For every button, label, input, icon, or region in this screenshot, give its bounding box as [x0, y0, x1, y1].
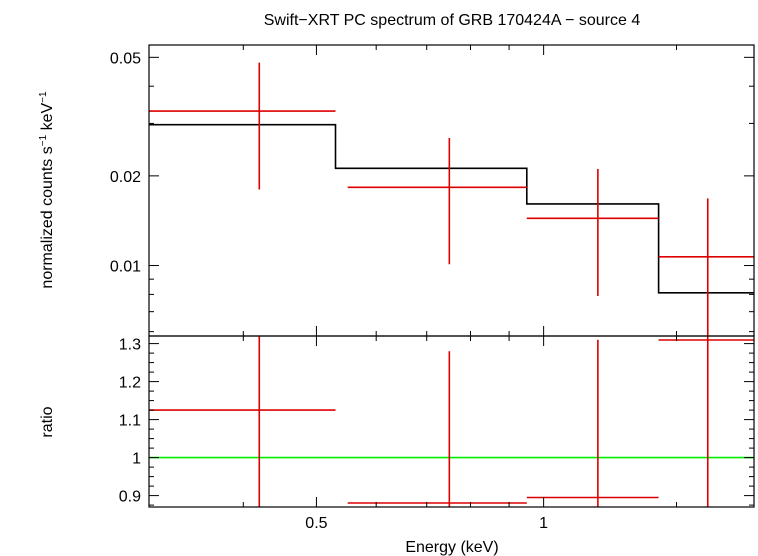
- y-axis-label: normalized counts s−1 keV−1: [38, 91, 56, 289]
- spectrum-data-point-4: [658, 198, 754, 336]
- ratio-y-tick-label: 1.3: [119, 337, 141, 354]
- ratio-y-tick-label: 1.2: [119, 375, 141, 392]
- model-step-line: [149, 123, 754, 294]
- chart-title: Swift−XRT PC spectrum of GRB 170424A − s…: [264, 12, 641, 29]
- y-axis-ticks: 0.01 0.02 0.05: [110, 50, 754, 333]
- ratio-data-point-2: [347, 351, 527, 507]
- y-label-exp2: −1: [38, 91, 49, 103]
- ratio-y-tick-label: 1.1: [119, 413, 141, 430]
- spectrum-panel: 0.010.020.05 normalized counts s−1 keV−1: [38, 44, 755, 337]
- ratio-y-axis-label: ratio: [39, 406, 56, 437]
- ratio-data-point-1: [149, 336, 336, 507]
- y-label-exp1: −1: [38, 134, 49, 146]
- model-curve: [149, 123, 754, 294]
- ratio-y-tick-label: 0.9: [119, 489, 141, 506]
- x-axis-ticks: 0.5 1: [148, 45, 678, 532]
- spectrum-data-point-1: [149, 62, 336, 190]
- ratio-plot-frame: [148, 335, 755, 508]
- y-tick-label: 0.05: [110, 50, 141, 67]
- x-tick-label: 0.5: [305, 515, 327, 532]
- ratio-y-axis-ticks: 0.9 1 1.1 1.2 1.3: [119, 337, 754, 506]
- ratio-panel: 0.9 1 1.1 1.2 1.3 ratio: [39, 335, 755, 508]
- x-tick-label: 1: [539, 515, 548, 532]
- spectrum-data-series: [149, 62, 754, 336]
- ratio-data-point-3: [526, 339, 659, 507]
- y-tick-label: 0.01: [110, 259, 141, 276]
- y-label-base: normalized counts s: [39, 146, 56, 288]
- ratio-data-series: [149, 336, 754, 507]
- y-tick-label: 0.02: [110, 169, 141, 186]
- ratio-y-tick-label: 1: [132, 451, 141, 468]
- spectrum-data-point-2: [347, 138, 527, 265]
- y-label-mid: keV: [39, 103, 56, 135]
- ratio-data-point-4: [658, 336, 754, 507]
- x-axis-label: Energy (keV): [405, 539, 498, 556]
- spectrum-data-point-3: [526, 168, 659, 297]
